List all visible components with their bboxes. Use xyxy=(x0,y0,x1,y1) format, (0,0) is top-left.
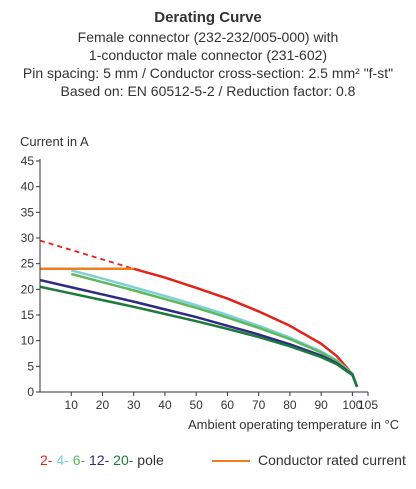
subtitle-line-2: 1-conductor male connector (231-602) xyxy=(88,47,328,63)
x-tick-label: 70 xyxy=(252,398,266,412)
legend-pole-2: 2- xyxy=(40,452,53,468)
legend-pole-4: 4- xyxy=(56,452,69,468)
legend-pole-12: 12- xyxy=(89,452,110,468)
legend-pole-suffix: pole xyxy=(133,452,164,468)
y-tick-label: 5 xyxy=(27,359,34,373)
series-lines xyxy=(39,239,359,388)
y-tick-label: 45 xyxy=(21,154,35,168)
legend-poles: 2- 4- 6- 12- 20- pole xyxy=(40,452,164,468)
y-tick-label: 40 xyxy=(21,180,35,194)
y-tick-label: 15 xyxy=(21,308,35,322)
y-tick-label: 30 xyxy=(21,231,35,245)
y-tick-label: 10 xyxy=(21,334,35,348)
legend-pole-20: 20- xyxy=(113,452,134,468)
series-2-dashed xyxy=(39,239,134,270)
legend-rated-current: Conductor rated current xyxy=(212,452,406,468)
x-tick-label: 50 xyxy=(190,398,204,412)
x-tick-label: 80 xyxy=(283,398,297,412)
y-axis-label: Current in A xyxy=(20,134,89,149)
rated-current-label: Conductor rated current xyxy=(258,452,406,468)
x-tick-label: 60 xyxy=(221,398,235,412)
x-tick-label: 20 xyxy=(96,398,110,412)
x-tick-label: 10 xyxy=(65,398,79,412)
subtitle-line-4: Based on: EN 60512-5-2 / Reduction facto… xyxy=(60,83,356,99)
y-tick-label: 25 xyxy=(21,257,35,271)
x-tick-label: 40 xyxy=(158,398,172,412)
x-axis-label: Ambient operating temperature in °C xyxy=(188,417,399,432)
series-6 xyxy=(70,272,359,388)
series-4 xyxy=(70,269,359,388)
y-tick-label: 0 xyxy=(27,385,34,399)
x-tick-label: 90 xyxy=(314,398,328,412)
series-20 xyxy=(39,285,359,388)
x-tick-label: 30 xyxy=(127,398,141,412)
subtitle-line-3: Pin spacing: 5 mm / Conductor cross-sect… xyxy=(22,65,394,81)
chart-title: Derating Curve xyxy=(154,9,262,26)
legend-pole-6: 6- xyxy=(72,452,86,468)
x-tick-label: 105 xyxy=(358,398,378,412)
x-tick-label: 100 xyxy=(342,398,362,412)
rated-current-swatch xyxy=(212,460,250,463)
y-axis-ticks: 0 5 10 15 20 25 30 35 40 45 xyxy=(21,154,40,399)
y-tick-label: 35 xyxy=(21,205,35,219)
y-tick-label: 20 xyxy=(21,282,35,296)
subtitle-line-1: Female connector (232-232/005-000) with xyxy=(77,29,339,45)
chart-header: Derating Curve Female connector (232-232… xyxy=(0,8,416,100)
series-2 xyxy=(133,267,359,388)
